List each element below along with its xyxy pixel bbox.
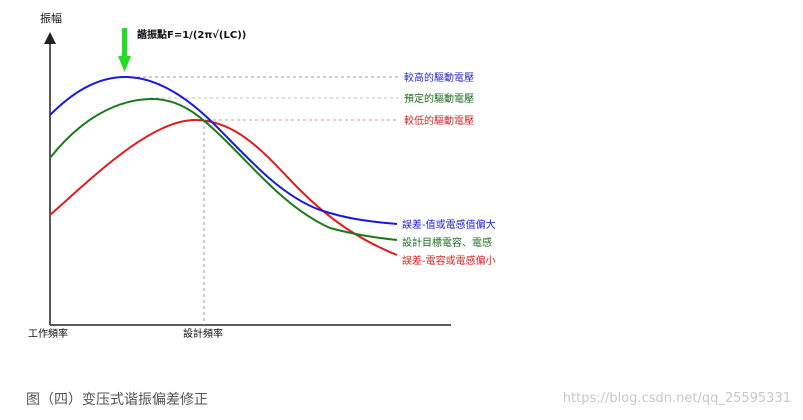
series-end-label-low: 誤差-電容或電感偏小 xyxy=(402,254,496,267)
series-end-label-nominal: 設計目標電容、電感 xyxy=(402,236,492,249)
series-line-low xyxy=(49,118,398,256)
series-line-nominal xyxy=(49,97,398,241)
x-tick-label-design: 設計頻率 xyxy=(183,327,223,340)
x-tick-label-working: 工作頻率 xyxy=(28,327,68,340)
series-label-high: 較高的驅動電壓 xyxy=(404,71,474,84)
y-axis-title: 振幅 xyxy=(40,11,62,25)
resonance-annotation: 諧振點F=1/(2π√(LC)) xyxy=(137,28,246,41)
watermark: https://blog.csdn.net/qq_25595331 xyxy=(562,391,791,406)
figure-caption: 图（四）变压式谐振偏差修正 xyxy=(26,392,208,408)
resonance-chart: 振幅 工作頻率 設計頻率 諧振點F=1/(2π√(LC)) 較高的驅動電壓 預定… xyxy=(28,11,496,340)
series-label-low: 較低的驅動電壓 xyxy=(404,114,474,127)
series-label-nominal: 預定的驅動電壓 xyxy=(404,92,474,105)
series-end-label-high: 誤差-值或電感值偏大 xyxy=(402,218,496,231)
resonance-arrow-shaft xyxy=(122,28,127,58)
resonance-arrow-head xyxy=(118,56,131,72)
series-line-high xyxy=(49,75,398,225)
